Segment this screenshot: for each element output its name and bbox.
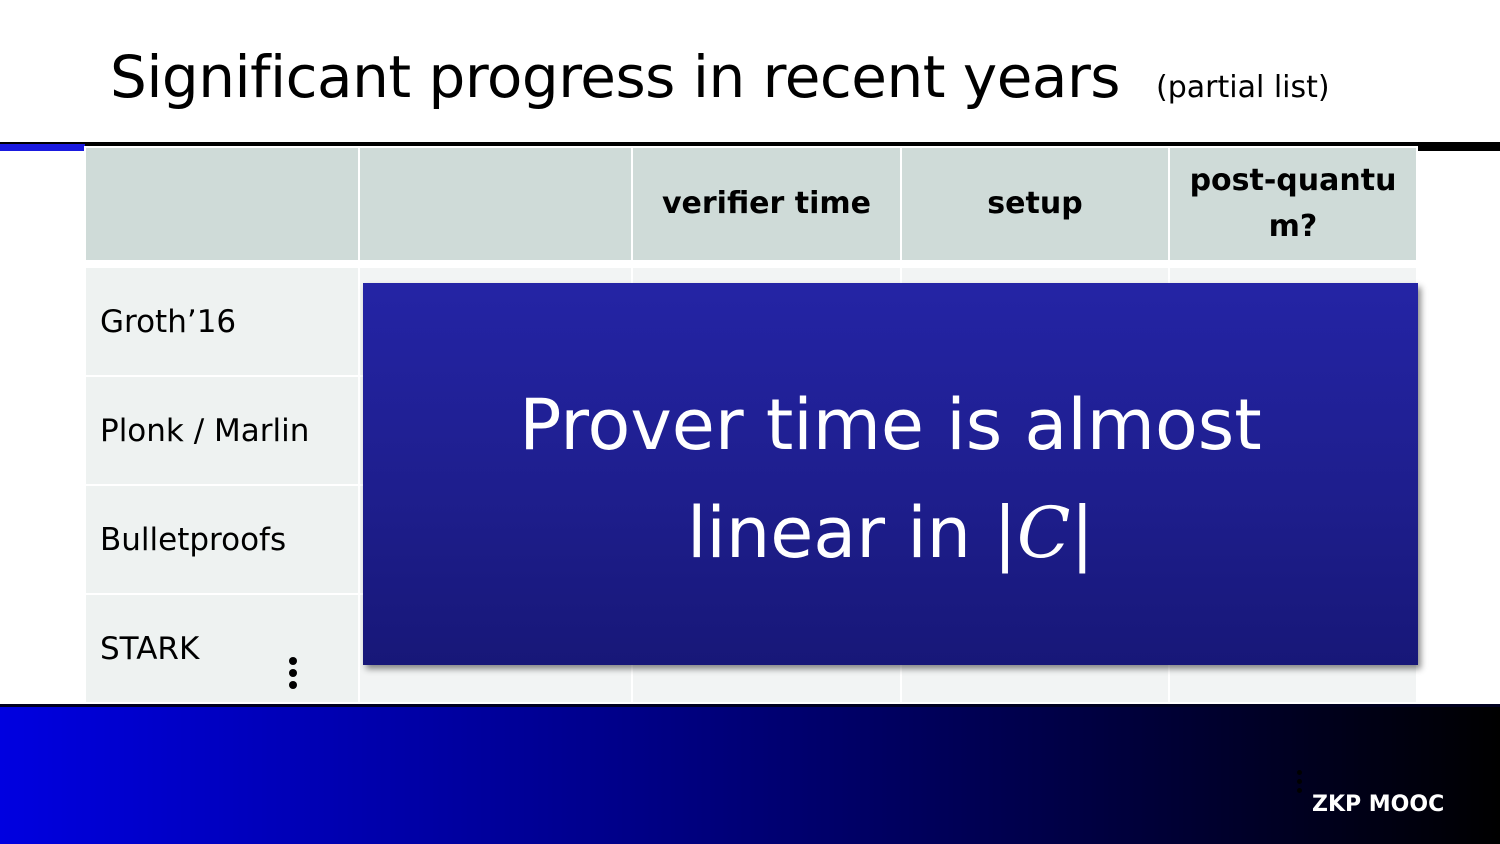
table-gap — [84, 260, 1418, 268]
callout-line-1: Prover time is almost — [519, 384, 1262, 466]
header-cell-post-quantum: post-quantu m? — [1168, 146, 1418, 262]
title-divider — [0, 142, 1500, 148]
callout-text: Prover time is almost linear in |C| — [363, 371, 1418, 587]
row-name: Bulletproofs — [100, 521, 287, 558]
footer-band — [0, 704, 1500, 844]
gap-cell — [900, 260, 1170, 268]
gap-cell — [1168, 260, 1418, 268]
row-name: STARK — [100, 630, 200, 667]
gap-cell — [631, 260, 902, 268]
title-divider-accent — [0, 144, 85, 151]
row-name-cell: Groth’16 — [84, 266, 360, 377]
header-cell-scheme — [84, 146, 360, 262]
slide-subtitle: (partial list) — [1156, 70, 1330, 105]
header-cell-size — [358, 146, 633, 262]
title-divider-right — [1415, 144, 1500, 151]
callout-box: Prover time is almost linear in |C| — [363, 283, 1418, 665]
table-header-row: verifier time setup post-quantu m? — [84, 146, 1418, 262]
circuit-symbol: C — [1016, 492, 1071, 574]
callout-line-2: linear in |C| — [363, 479, 1418, 587]
row-name: Plonk / Marlin — [100, 412, 310, 449]
callout-line-2-suffix: | — [1070, 492, 1095, 574]
title-row: Significant progress in recent years (par… — [110, 30, 1410, 125]
row-name-cell: Bulletproofs — [84, 484, 360, 595]
vertical-ellipsis-icon — [289, 657, 299, 691]
header-cell-verifier-time: verifier time — [631, 146, 902, 262]
footer-label: ZKP MOOC — [1312, 792, 1445, 817]
gap-cell — [358, 260, 633, 268]
footer-ellipsis-icon — [1297, 770, 1305, 800]
row-name: Groth’16 — [100, 303, 237, 340]
row-name-cell: STARK — [84, 593, 360, 704]
callout-line-2-prefix: linear in | — [686, 492, 1017, 574]
header-cell-setup: setup — [900, 146, 1170, 262]
footer-divider — [0, 704, 1500, 707]
slide-title: Significant progress in recent years — [110, 43, 1121, 111]
gap-cell — [84, 260, 360, 268]
row-name-cell: Plonk / Marlin — [84, 375, 360, 486]
